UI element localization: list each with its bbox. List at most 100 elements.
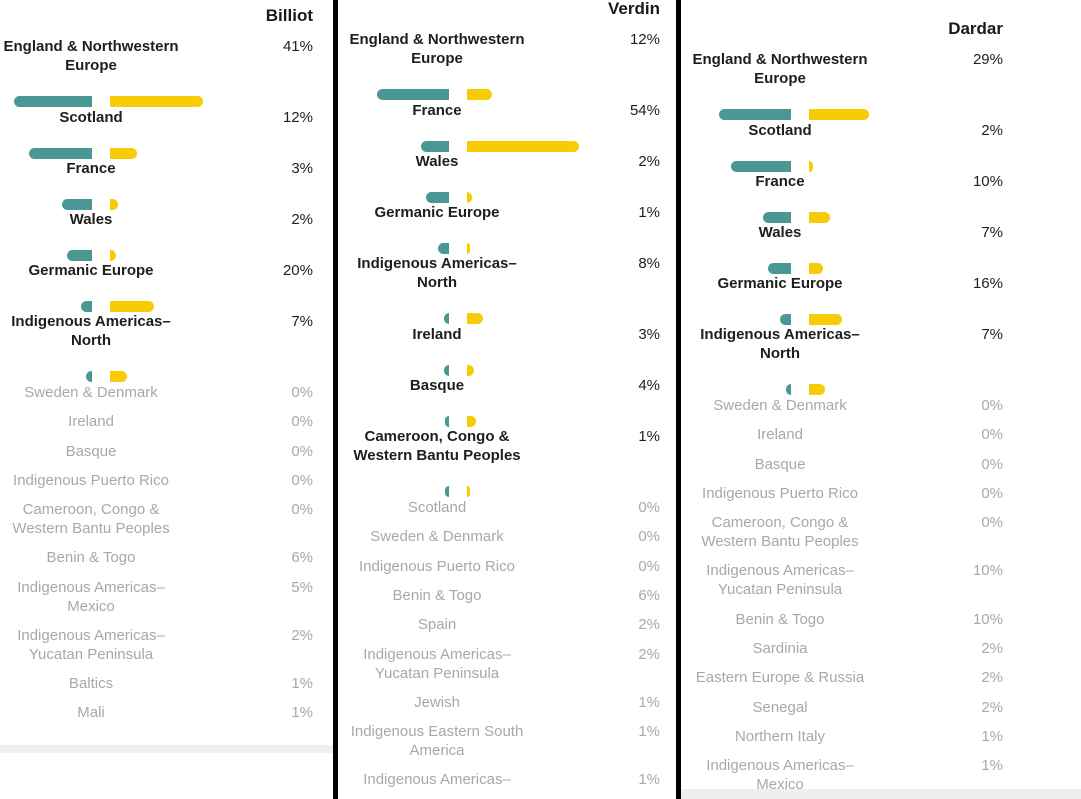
region-percent: 0%	[291, 384, 313, 401]
region-percent: 6%	[638, 586, 660, 604]
region-label-line: Sweden & Denmark	[370, 528, 504, 546]
region-label: Indigenous Puerto Rico	[0, 471, 186, 490]
region-percent: 1%	[638, 428, 660, 445]
region-label-line: Mali	[77, 704, 105, 722]
region-percent: 7%	[291, 313, 313, 330]
region-label: Sweden & Denmark	[685, 396, 875, 415]
region-label: Ireland	[685, 425, 875, 444]
region-percent: 2%	[981, 639, 1003, 657]
region-label-line: Scotland	[748, 122, 812, 139]
region-label-line: Indigenous Americas–	[363, 645, 511, 663]
region-label: Scotland	[0, 108, 186, 127]
bar-parent1	[444, 365, 449, 376]
region-label: Wales	[685, 223, 875, 242]
bar-parent1	[763, 212, 791, 223]
region-percent: 0%	[981, 397, 1003, 414]
region-label-line: Wales	[415, 153, 459, 170]
bar-parent2	[467, 192, 472, 203]
region-percent: 2%	[291, 211, 313, 228]
region-label: Ireland	[342, 325, 532, 344]
bar-parent1	[445, 486, 449, 497]
panel-title: Dardar	[948, 19, 1003, 38]
region-label-line: France	[412, 102, 462, 119]
bar-parent2	[809, 109, 869, 120]
region-percent: 16%	[972, 275, 1003, 292]
region-percent: 0%	[638, 557, 660, 575]
panel-footer-strip	[0, 745, 333, 753]
region-label-line: Scotland	[59, 109, 123, 126]
region-label: Scotland	[685, 121, 875, 140]
region-label: Wales	[342, 152, 532, 171]
region-label-line: Western Bantu Peoples	[353, 447, 521, 464]
region-percent: 0%	[981, 455, 1003, 473]
region-percent: 5%	[291, 578, 313, 596]
region-label: Indigenous Americas– Yucatan Peninsula	[685, 561, 875, 599]
region-label-line: Europe	[65, 57, 117, 74]
region-percent: 0%	[291, 413, 313, 431]
bar-parent1	[29, 148, 92, 159]
region-label: Indigenous Americas– Yucatan Peninsula	[342, 645, 532, 683]
region-percent: 1%	[638, 204, 660, 221]
bar-parent2	[110, 96, 203, 107]
bar-parent2	[809, 314, 842, 325]
bar-parent1	[67, 250, 92, 261]
region-label-line: Yucatan Peninsula	[28, 645, 154, 663]
region-label-line: Jewish	[414, 693, 460, 711]
region-label-line: Basque	[65, 442, 117, 460]
region-label: Northern Italy	[685, 727, 875, 746]
region-label-line: Sardinia	[752, 639, 808, 657]
bar-parent2	[110, 371, 127, 382]
bar-parent2	[467, 313, 483, 324]
region-label: Cameroon, Congo & Western Bantu Peoples	[342, 427, 532, 465]
bar-parent2	[110, 148, 137, 159]
region-label-line: Indigenous Americas–	[706, 562, 854, 580]
panel-title: Billiot	[265, 6, 313, 25]
region-percent: 10%	[972, 562, 1003, 580]
region-label-line: Indigenous Puerto Rico	[359, 557, 515, 575]
bar-parent2	[110, 250, 116, 261]
region-label: Basque	[342, 376, 532, 395]
region-label: Indigenous Americas– Mexico	[685, 756, 875, 794]
region-percent: 7%	[981, 224, 1003, 241]
region-percent: 2%	[981, 122, 1003, 139]
bar-parent2	[110, 199, 118, 210]
region-label: Benin & Togo	[0, 548, 186, 567]
region-label-line: Indigenous Americas–	[706, 757, 854, 775]
region-label-line: North	[760, 345, 800, 362]
region-percent: 2%	[638, 645, 660, 663]
region-percent: 1%	[981, 757, 1003, 775]
bar-parent2	[467, 243, 470, 254]
region-percent: 12%	[629, 31, 660, 48]
region-label-line: England & Northwestern	[349, 31, 525, 48]
region-label-line: Yucatan Peninsula	[374, 664, 500, 682]
region-label: Jewish	[342, 693, 532, 712]
region-label-line: Senegal	[752, 698, 808, 716]
bar-parent1	[768, 263, 791, 274]
region-percent: 41%	[282, 38, 313, 55]
region-percent: 0%	[291, 442, 313, 460]
region-label-line: Scotland	[407, 499, 467, 516]
bar-parent1	[86, 371, 92, 382]
bar-parent2	[809, 161, 813, 172]
region-percent: 7%	[981, 326, 1003, 343]
region-label: Eastern Europe & Russia	[685, 668, 875, 687]
region-percent: 2%	[291, 626, 313, 644]
bar-parent2	[809, 212, 830, 223]
region-label-line: Benin & Togo	[735, 610, 825, 628]
bar-parent1	[62, 199, 92, 210]
region-percent: 0%	[638, 528, 660, 546]
region-label: England & Northwestern Europe	[342, 30, 532, 68]
region-label-line: Mexico	[756, 776, 804, 794]
region-label-line: Cameroon, Congo &	[364, 428, 510, 445]
region-label-line: Indigenous Americas–	[17, 578, 165, 596]
region-label: Indigenous Americas– Mexico	[0, 578, 186, 616]
region-label-line: Indigenous Americas–	[11, 313, 171, 330]
region-label-line: Indigenous Americas–	[363, 771, 511, 789]
bar-parent1	[444, 313, 449, 324]
region-percent: 0%	[291, 471, 313, 489]
region-label-line: Europe	[754, 70, 806, 87]
region-label: Germanic Europe	[685, 274, 875, 293]
bar-parent1	[377, 89, 449, 100]
region-label: Indigenous Puerto Rico	[685, 484, 875, 503]
bar-parent1	[445, 416, 449, 427]
